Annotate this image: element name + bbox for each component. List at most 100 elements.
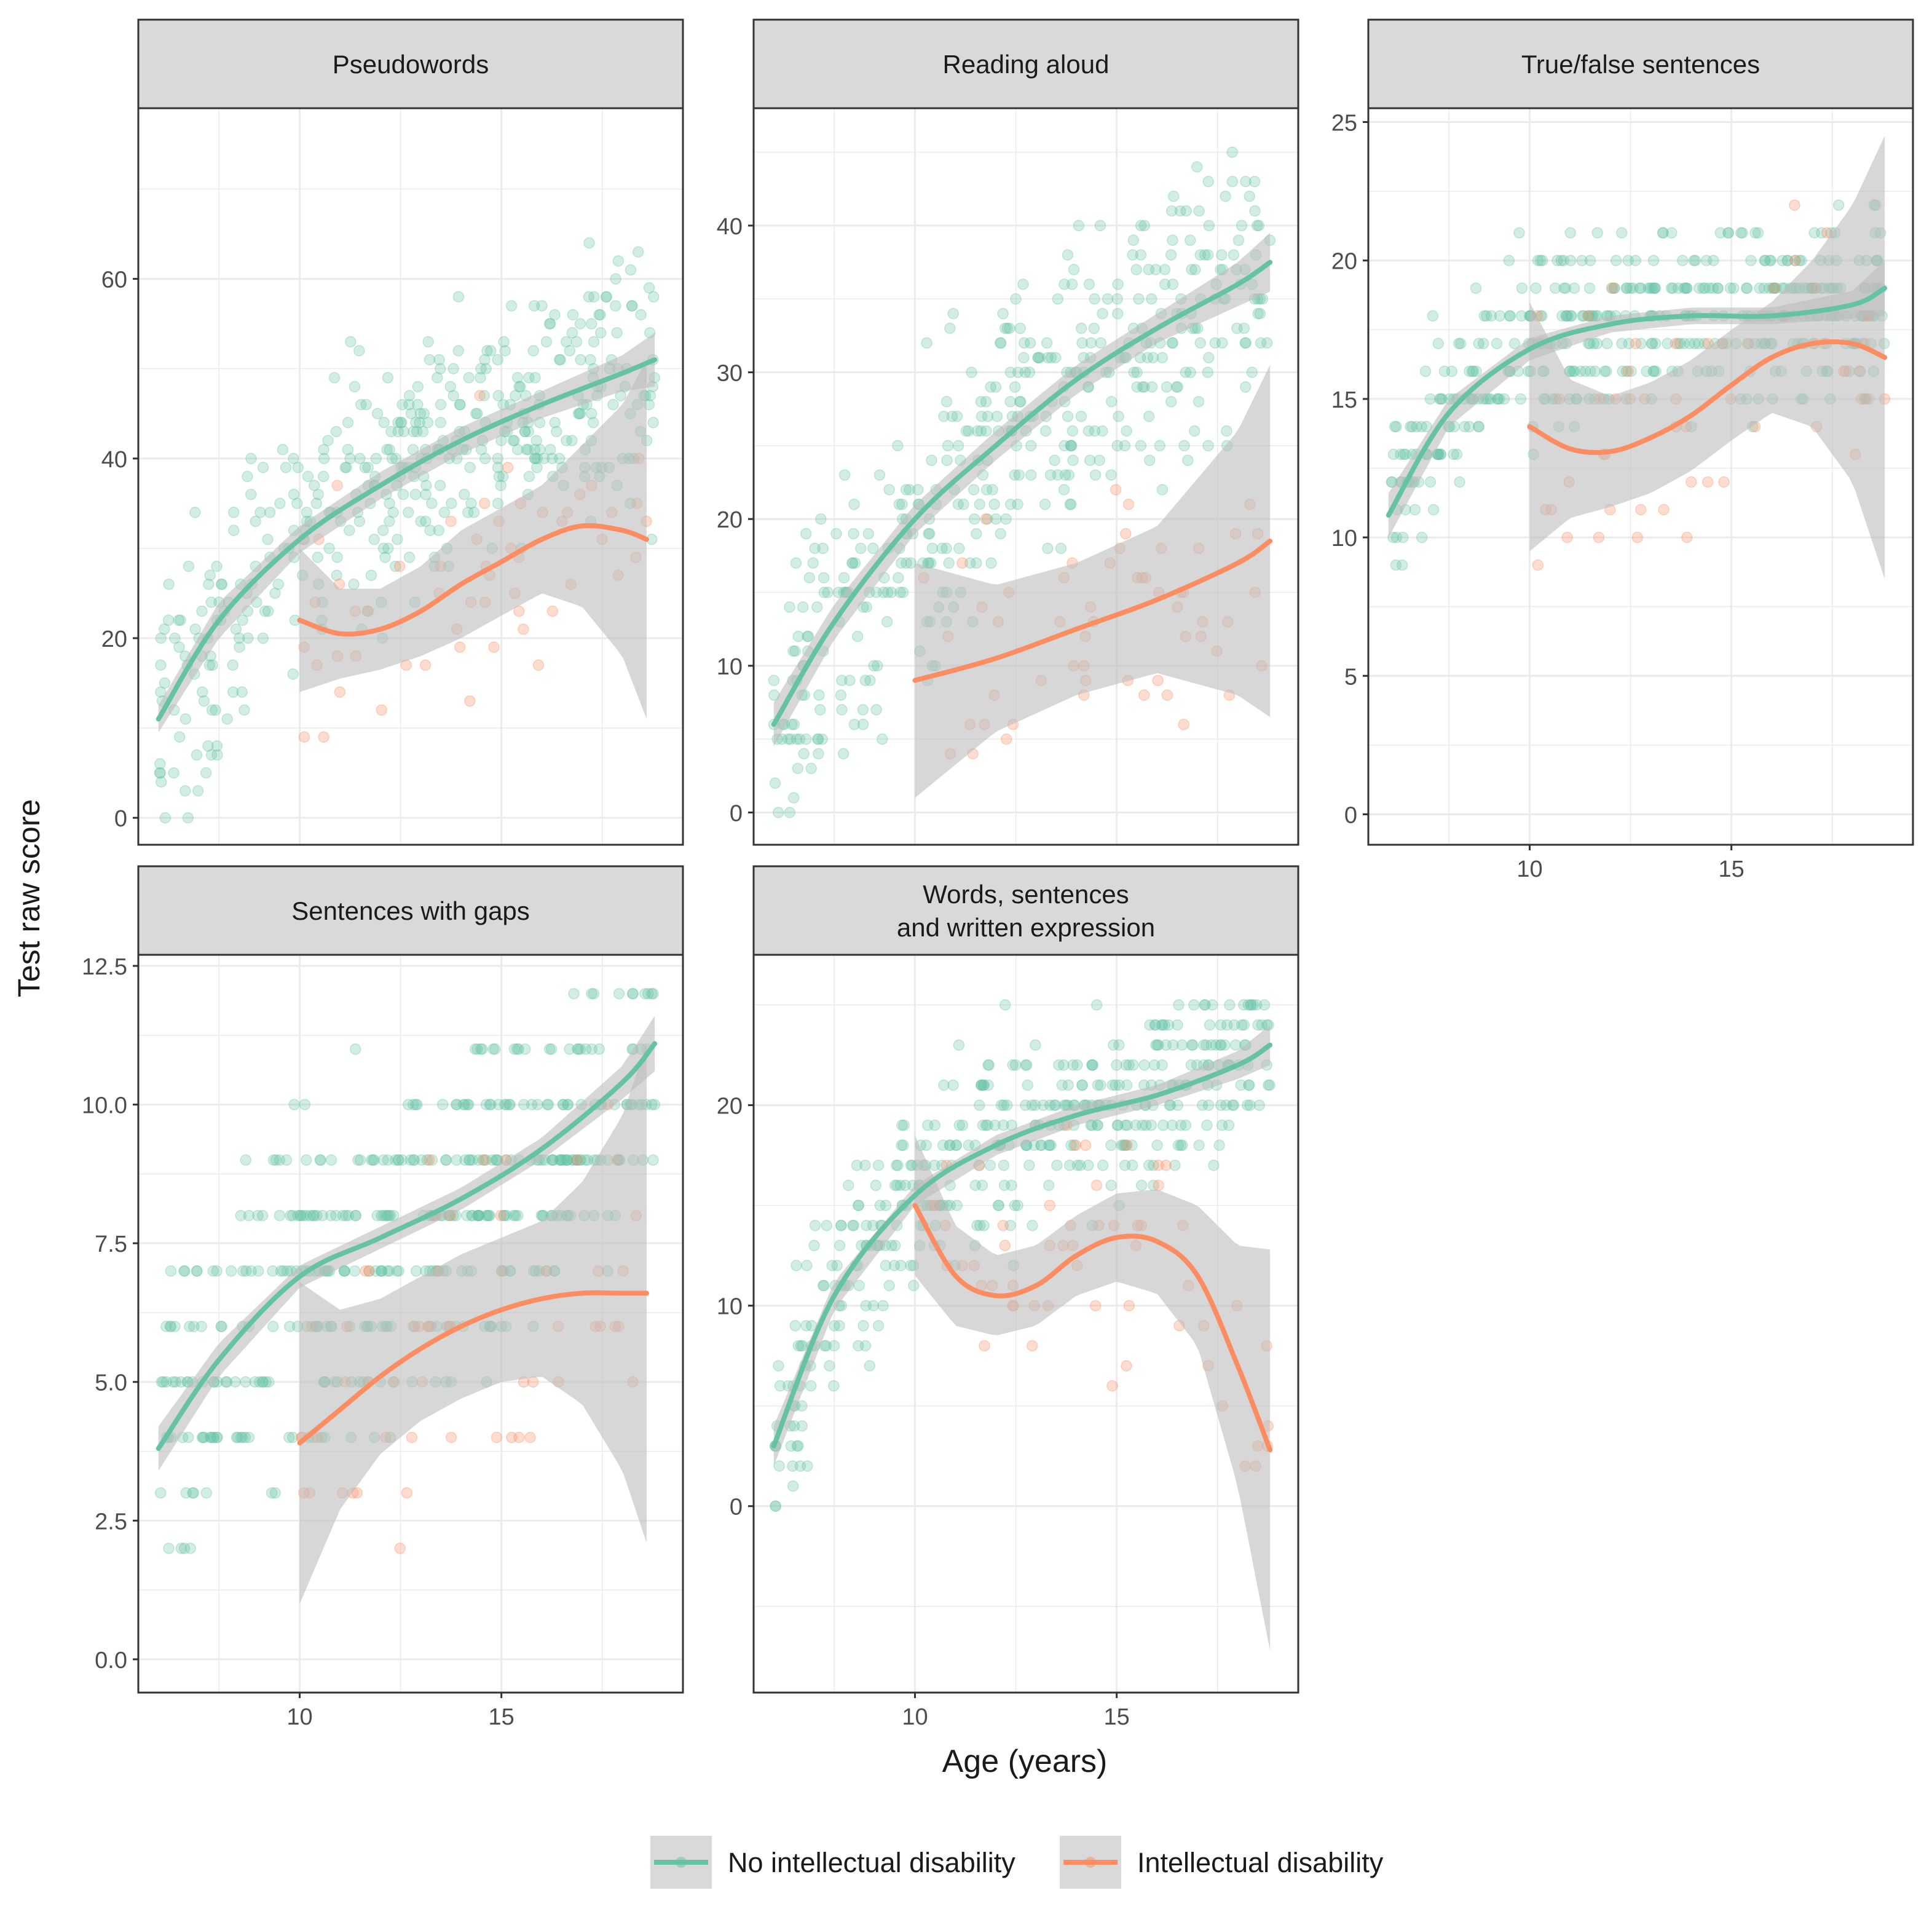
legend-item-no-id: No intellectual disability	[650, 1836, 1015, 1889]
point-no-id	[454, 398, 466, 411]
point-no-id	[1166, 1119, 1178, 1131]
point-no-id	[521, 443, 532, 456]
point-no-id	[380, 1209, 392, 1222]
point-no-id	[495, 480, 507, 491]
point-no-id	[593, 309, 605, 321]
point-id	[1026, 1340, 1038, 1352]
point-no-id	[237, 1431, 248, 1444]
point-no-id	[528, 300, 540, 312]
point-no-id	[169, 632, 181, 644]
point-no-id	[229, 1376, 242, 1388]
point-id	[419, 659, 432, 671]
point-no-id	[436, 1099, 449, 1110]
ribbon-no-id	[773, 232, 1271, 747]
point-id	[956, 557, 968, 569]
point-no-id	[1215, 1099, 1227, 1111]
point-no-id	[1135, 440, 1147, 452]
point-no-id	[179, 713, 192, 725]
point-no-id	[1435, 448, 1447, 460]
point-id	[1768, 282, 1780, 294]
y-tick-label: 0	[730, 800, 743, 826]
point-no-id	[873, 469, 886, 481]
point-no-id	[410, 1265, 422, 1277]
ribbon-id	[1529, 136, 1885, 579]
point-no-id	[160, 1376, 172, 1388]
point-no-id	[492, 453, 504, 465]
point-no-id	[486, 1154, 498, 1166]
point-no-id	[1216, 337, 1228, 349]
point-no-id	[337, 1209, 349, 1222]
point-no-id	[262, 1376, 275, 1388]
point-id	[393, 560, 406, 572]
point-no-id	[941, 454, 953, 466]
point-no-id	[1433, 393, 1446, 405]
point-no-id	[304, 1209, 317, 1222]
point-no-id	[1707, 282, 1719, 294]
point-no-id	[897, 1139, 909, 1152]
point-no-id	[1126, 1139, 1138, 1152]
point-no-id	[1646, 338, 1658, 350]
point-no-id	[342, 443, 354, 456]
point-id	[997, 1219, 1009, 1231]
point-no-id	[985, 557, 997, 569]
point-no-id	[1064, 499, 1076, 510]
point-no-id	[1679, 282, 1691, 294]
point-no-id	[403, 390, 416, 401]
point-no-id	[786, 719, 798, 730]
point-no-id	[339, 462, 351, 473]
point-no-id	[497, 470, 509, 483]
point-no-id	[1577, 310, 1588, 322]
point-no-id	[245, 488, 257, 500]
point-no-id	[784, 807, 796, 818]
point-no-id	[511, 372, 524, 384]
point-id	[980, 513, 992, 525]
point-no-id	[243, 1209, 255, 1222]
point-no-id	[1039, 499, 1051, 510]
point-no-id	[452, 291, 465, 303]
point-no-id	[1020, 1059, 1031, 1071]
point-no-id	[795, 1340, 807, 1352]
point-no-id	[1485, 310, 1497, 322]
point-no-id	[410, 1099, 422, 1110]
point-no-id	[473, 1154, 484, 1166]
point-no-id	[1239, 337, 1251, 349]
point-no-id	[1059, 279, 1070, 290]
point-no-id	[196, 605, 208, 617]
point-no-id	[340, 1209, 352, 1222]
point-id	[1561, 531, 1573, 543]
point-no-id	[243, 1431, 255, 1444]
point-id	[1658, 504, 1670, 516]
point-no-id	[794, 1460, 806, 1472]
point-no-id	[1052, 469, 1063, 481]
y-tick-label: 60	[101, 267, 127, 293]
point-no-id	[1253, 219, 1265, 232]
strip-true_false: True/false sentences	[1367, 18, 1914, 109]
point-no-id	[189, 507, 201, 518]
point-no-id	[787, 645, 799, 657]
point-no-id	[1186, 264, 1197, 275]
point-no-id	[1167, 279, 1179, 290]
point-no-id	[556, 1154, 569, 1166]
point-no-id	[846, 1219, 859, 1231]
point-no-id	[601, 291, 613, 303]
point-no-id	[645, 987, 658, 1000]
point-no-id	[1781, 255, 1794, 266]
point-no-id	[1600, 365, 1612, 377]
point-no-id	[395, 417, 407, 429]
point-no-id	[1491, 393, 1504, 405]
point-no-id	[1556, 310, 1568, 322]
point-no-id	[835, 689, 847, 701]
point-no-id	[1119, 1119, 1131, 1131]
point-no-id	[198, 695, 210, 707]
point-no-id	[1001, 1099, 1013, 1111]
point-no-id	[179, 1265, 191, 1277]
point-no-id	[512, 1209, 524, 1222]
point-no-id	[467, 1209, 478, 1222]
point-no-id	[821, 1219, 833, 1231]
point-no-id	[788, 719, 800, 730]
point-no-id	[1214, 1039, 1226, 1051]
point-no-id	[1246, 366, 1258, 378]
point-no-id	[403, 507, 414, 518]
y-tick-label: 10	[717, 654, 743, 680]
point-id	[1681, 531, 1693, 543]
